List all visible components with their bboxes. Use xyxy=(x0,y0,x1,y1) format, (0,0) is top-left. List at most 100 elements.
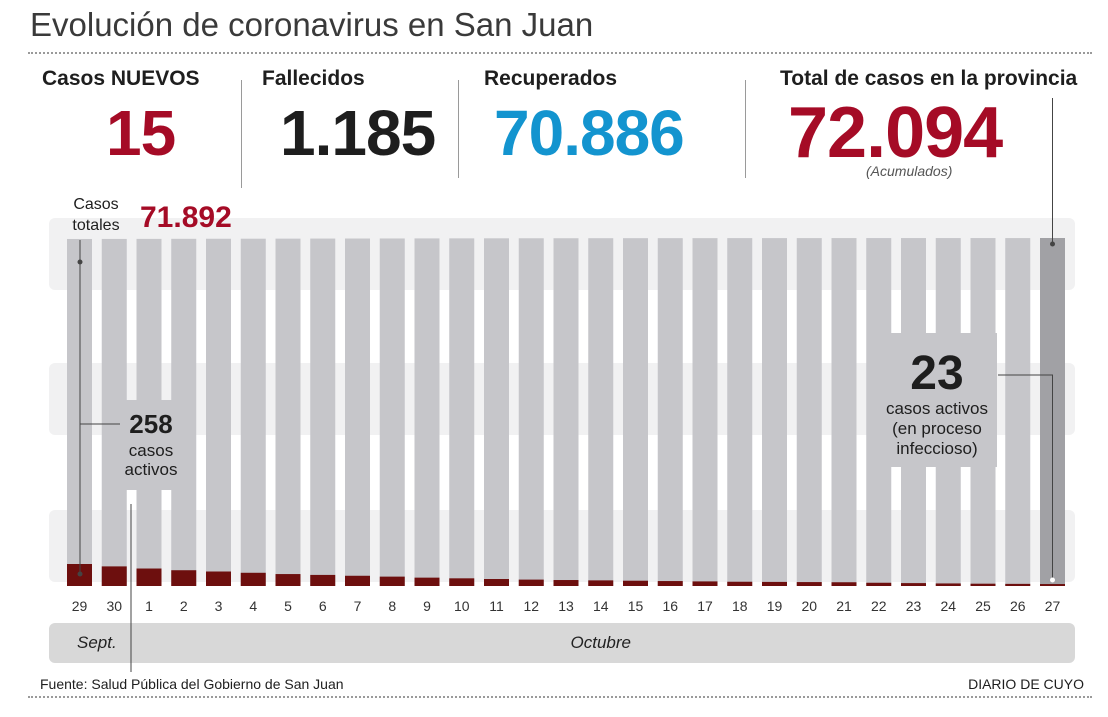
total-cases-bar xyxy=(588,238,614,586)
page-title: Evolución de coronavirus en San Juan xyxy=(30,6,594,43)
total-cases-bar xyxy=(379,238,405,586)
active-cases-bar xyxy=(727,581,753,586)
total-cases-bar xyxy=(240,238,266,586)
end-active-callout xyxy=(877,333,997,467)
active-cases-bar xyxy=(171,570,197,586)
x-tick-label: 13 xyxy=(558,598,574,614)
x-tick-label: 2 xyxy=(180,598,188,614)
total-cases-bar xyxy=(345,238,370,586)
active-cases-bar xyxy=(866,582,892,586)
total-value: 72.094 xyxy=(788,93,1003,173)
credit: DIARIO DE CUYO xyxy=(968,676,1084,692)
start-active-label-line1: casos xyxy=(129,441,173,460)
active-cases-bar xyxy=(379,576,405,586)
total-cases-bar xyxy=(484,238,509,587)
bottom-divider xyxy=(28,696,1092,698)
active-cases-bar xyxy=(588,580,614,586)
x-tick-label: 25 xyxy=(975,598,991,614)
start-total-label-line2: totales xyxy=(72,217,119,234)
active-cases-bar xyxy=(796,582,822,586)
x-tick-label: 3 xyxy=(215,598,223,614)
stat-separator xyxy=(241,80,242,188)
recuperados-value: 70.886 xyxy=(494,97,685,169)
total-cases-bar xyxy=(1005,238,1031,587)
x-tick-label: 9 xyxy=(423,598,431,614)
nuevos-label: Casos NUEVOS xyxy=(42,67,200,90)
end-active-value: 23 xyxy=(910,347,963,400)
active-cases-bar xyxy=(553,580,579,586)
fallecidos-label: Fallecidos xyxy=(262,67,365,90)
start-active-callout xyxy=(103,400,195,490)
active-cases-bar xyxy=(762,581,787,586)
active-cases-bar xyxy=(101,566,127,586)
x-tick-label: 5 xyxy=(284,598,292,614)
end-active-label-line3: infeccioso) xyxy=(896,439,977,458)
x-tick-label: 8 xyxy=(388,598,396,614)
active-cases-bar xyxy=(206,571,231,586)
x-tick-label: 19 xyxy=(767,598,783,614)
end-active-label-line1: casos activos xyxy=(886,399,988,418)
total-cases-bar xyxy=(275,238,301,587)
x-tick-label: 20 xyxy=(801,598,817,614)
top-divider xyxy=(28,52,1092,54)
x-tick-label: 1 xyxy=(145,598,153,614)
month-label: Octubre xyxy=(571,633,631,652)
start-total-value: 71.892 xyxy=(140,201,232,234)
active-cases-bar xyxy=(901,583,926,586)
active-cases-bar xyxy=(831,582,857,586)
fallecidos-value: 1.185 xyxy=(280,97,436,169)
x-tick-label: 18 xyxy=(732,598,748,614)
total-label: Total de casos en la provincia xyxy=(780,67,1078,90)
start-active-value: 258 xyxy=(129,409,172,439)
active-cases-bar xyxy=(935,583,961,586)
x-tick-label: 23 xyxy=(906,598,922,614)
total-cases-bar xyxy=(623,238,648,586)
total-cases-bar xyxy=(727,238,753,586)
total-cases-bar xyxy=(206,238,231,586)
total-cases-bar xyxy=(692,238,718,587)
start-total-label-line1: Casos xyxy=(73,196,118,213)
leader-dot xyxy=(1050,241,1055,247)
total-cases-bar xyxy=(414,238,440,586)
x-tick-label: 14 xyxy=(593,598,609,614)
leader-dot xyxy=(77,571,83,577)
total-cases-bar xyxy=(310,238,336,587)
active-cases-bar xyxy=(623,580,648,586)
active-cases-bar xyxy=(275,574,301,586)
active-cases-bar xyxy=(970,583,996,586)
total-cases-bar xyxy=(831,238,857,587)
active-cases-bar xyxy=(414,577,440,586)
leader-dot xyxy=(1050,577,1055,583)
leader-dot xyxy=(77,259,83,265)
active-cases-bar xyxy=(484,579,509,586)
active-cases-bar xyxy=(449,578,475,586)
active-cases-bar xyxy=(692,581,718,586)
total-cases-bar xyxy=(657,238,683,586)
x-tick-label: 6 xyxy=(319,598,327,614)
recuperados-label: Recuperados xyxy=(484,67,618,90)
x-tick-label: 4 xyxy=(249,598,257,614)
end-active-leader xyxy=(998,374,1053,580)
end-active-label-line2: (en proceso xyxy=(892,419,982,438)
total-cases-bar xyxy=(553,238,579,587)
x-tick-label: 27 xyxy=(1045,598,1061,614)
active-cases-bar xyxy=(136,568,162,586)
total-cases-bar xyxy=(796,238,822,586)
total-cases-bar xyxy=(518,238,544,586)
x-tick-label: 22 xyxy=(871,598,887,614)
x-tick-label: 10 xyxy=(454,598,470,614)
x-tick-label: 17 xyxy=(697,598,713,614)
active-cases-bar xyxy=(240,572,266,586)
start-active-label-line2: activos xyxy=(125,460,178,479)
active-cases-bar xyxy=(345,575,370,586)
x-tick-label: 11 xyxy=(489,598,504,614)
x-tick-label: 24 xyxy=(940,598,956,614)
x-tick-label: 16 xyxy=(662,598,678,614)
stat-separator xyxy=(458,80,459,178)
source-note: Fuente: Salud Pública del Gobierno de Sa… xyxy=(40,676,344,692)
nuevos-value: 15 xyxy=(106,97,176,169)
active-cases-bar xyxy=(1040,584,1065,586)
x-tick-label: 30 xyxy=(106,598,122,614)
month-strip xyxy=(49,623,1075,663)
